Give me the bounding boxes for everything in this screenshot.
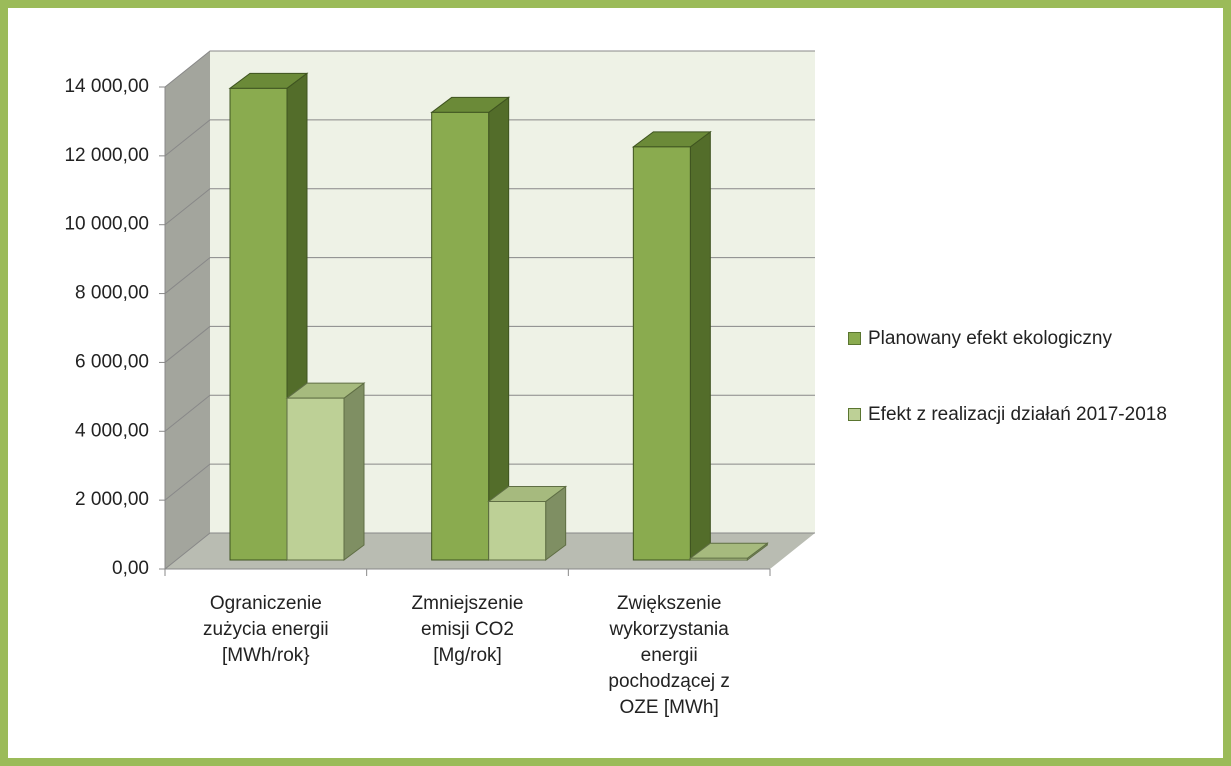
bar — [285, 382, 366, 561]
bar-front — [632, 146, 691, 561]
y-tick-label: 2 000,00 — [75, 489, 149, 510]
bar-front — [689, 557, 748, 561]
y-tick-label: 14 000,00 — [64, 76, 149, 97]
grid-line — [164, 325, 815, 363]
left-wall — [165, 51, 210, 569]
grid-line — [164, 188, 815, 226]
y-tick-label: 4 000,00 — [75, 420, 149, 441]
bar-front — [229, 87, 288, 561]
y-tick-label: 8 000,00 — [75, 283, 149, 304]
legend-label: Efekt z realizacji działań 2017-2018 — [868, 404, 1167, 425]
grid-line — [164, 463, 815, 501]
grid-line — [164, 119, 815, 157]
grid-line — [164, 532, 815, 570]
x-tick-label: Ograniczenie zużycia energii [MWh/rok} — [202, 593, 329, 666]
legend-label: Planowany efekt ekologiczny — [868, 328, 1112, 349]
bar-side — [343, 382, 365, 561]
x-tick-label: Zmniejszenie emisji CO2 [Mg/rok] — [411, 593, 524, 666]
bar — [430, 96, 511, 561]
y-tick-label: 6 000,00 — [75, 351, 149, 372]
grid-line — [164, 50, 815, 88]
legend-swatch — [848, 332, 861, 345]
bar-front — [488, 500, 547, 561]
bar — [688, 542, 769, 561]
plot: 0,00 2 000,00 4 000,00 6 000,00 8 000,00 10 0… — [64, 50, 815, 579]
bar-front — [431, 111, 490, 561]
x-tick-label: Zwiększenie wykorzystania energii pochod… — [608, 593, 730, 718]
y-tick-label: 10 000,00 — [64, 214, 149, 235]
y-tick-label: 12 000,00 — [64, 145, 149, 166]
grid-line — [164, 257, 815, 294]
bar-side — [689, 130, 711, 561]
bar — [487, 485, 568, 561]
bar — [631, 130, 712, 561]
grid-line — [164, 394, 815, 432]
bar-front — [286, 397, 345, 561]
y-tick-label: 0,00 — [112, 558, 149, 579]
legend-swatch — [848, 408, 861, 421]
